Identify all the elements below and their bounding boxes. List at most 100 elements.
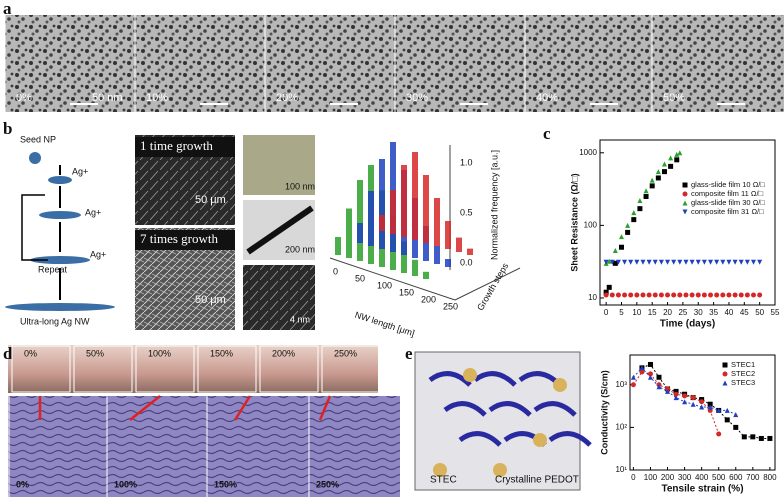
marker	[722, 371, 728, 377]
hist-bar	[379, 215, 385, 231]
marker	[655, 169, 661, 175]
hist-bar	[401, 241, 407, 273]
inset-tip	[243, 135, 315, 195]
pedot-ribbon	[548, 431, 592, 447]
x-tick-label: 10	[632, 308, 641, 317]
marker	[674, 151, 680, 157]
photo-frame	[135, 345, 195, 393]
axis	[329, 257, 456, 301]
hist-bar	[357, 180, 363, 261]
x-tick-label: 0	[631, 473, 636, 482]
strain-label: 30%	[406, 92, 428, 104]
marker	[726, 292, 732, 298]
title-bg	[135, 230, 235, 250]
panel-label: a	[3, 0, 12, 18]
marker	[634, 292, 640, 298]
marker	[622, 292, 628, 298]
x-tick-label: 15	[648, 308, 657, 317]
strain-label: 200%	[272, 348, 295, 358]
hist-bar	[445, 221, 451, 249]
pedot-ribbon	[443, 401, 487, 417]
marker	[724, 407, 730, 413]
hist-bar	[412, 152, 418, 240]
marker	[656, 374, 662, 380]
marker	[647, 374, 653, 380]
marker	[738, 292, 744, 298]
hist-bar	[434, 198, 440, 246]
inset-scale: 100 nm	[285, 181, 315, 191]
y-axis-label: Sheet Resistance (Ω/□)	[569, 173, 579, 271]
scale-label: 50 μm	[195, 194, 226, 206]
marker	[673, 395, 679, 401]
marker	[671, 292, 677, 298]
marker	[690, 395, 696, 401]
z-tick-label: 1.0	[460, 157, 473, 167]
marker	[656, 384, 662, 390]
x-tick-label: 100	[644, 473, 658, 482]
marker	[643, 193, 649, 199]
marker	[612, 260, 618, 266]
marker	[707, 401, 713, 407]
ion-label: Ag+	[85, 207, 101, 217]
z-tick-label: 0.5	[460, 207, 473, 217]
marker	[732, 259, 738, 265]
strain-label: 40%	[536, 92, 558, 104]
marker	[726, 259, 732, 265]
x-tick-label: 50	[755, 308, 764, 317]
y-axis-label: Growth steps	[475, 261, 510, 312]
marker	[640, 292, 646, 298]
marker	[639, 369, 645, 375]
micrograph-title: 7 times growth	[140, 231, 218, 246]
x-tick-label: 100	[377, 280, 392, 290]
x-tick-label: 20	[663, 308, 672, 317]
marker	[741, 434, 747, 440]
marker	[682, 209, 688, 215]
strain-label: 50%	[86, 348, 104, 358]
marker	[625, 229, 631, 235]
plot-frame	[599, 139, 776, 306]
marker	[606, 258, 612, 264]
marker	[674, 157, 680, 163]
marker	[714, 259, 720, 265]
marker	[682, 182, 688, 188]
x-axis-label: Tensile strain (%)	[661, 484, 743, 495]
marker	[683, 292, 689, 298]
x-tick-label: 200	[661, 473, 675, 482]
x-axis-label: Time (days)	[660, 319, 715, 330]
particle	[533, 433, 547, 447]
strain-label: 0%	[24, 348, 37, 358]
axis	[454, 267, 521, 301]
marker	[751, 292, 757, 298]
hist-bar	[401, 165, 407, 237]
x-tick-label: 700	[746, 473, 760, 482]
hist-bar	[368, 191, 374, 246]
marker	[716, 407, 722, 413]
nw-stage	[48, 176, 72, 184]
marker	[767, 435, 773, 441]
ion-label: Ag+	[90, 249, 106, 259]
arrow	[318, 395, 332, 421]
title-bg	[135, 137, 235, 157]
marker	[682, 393, 688, 399]
strain-label: 150%	[210, 348, 233, 358]
scale-bar-label: 50 nm	[92, 92, 123, 104]
strain-label: 50%	[663, 92, 685, 104]
marker	[630, 374, 636, 380]
x-tick-label: 0	[604, 308, 609, 317]
marker	[640, 259, 646, 265]
marker	[758, 435, 764, 441]
marker	[609, 259, 615, 265]
marker	[689, 259, 695, 265]
x-axis-label: NW length [μm]	[354, 310, 416, 339]
photo-frame	[259, 345, 319, 393]
marker	[658, 292, 664, 298]
marker	[732, 292, 738, 298]
marker	[606, 284, 612, 290]
y-tick-label: 10¹	[615, 465, 627, 474]
diagram-label: STEC	[430, 475, 457, 486]
marker	[682, 200, 688, 206]
marker	[699, 399, 705, 405]
marker	[646, 259, 652, 265]
marker	[677, 150, 683, 156]
